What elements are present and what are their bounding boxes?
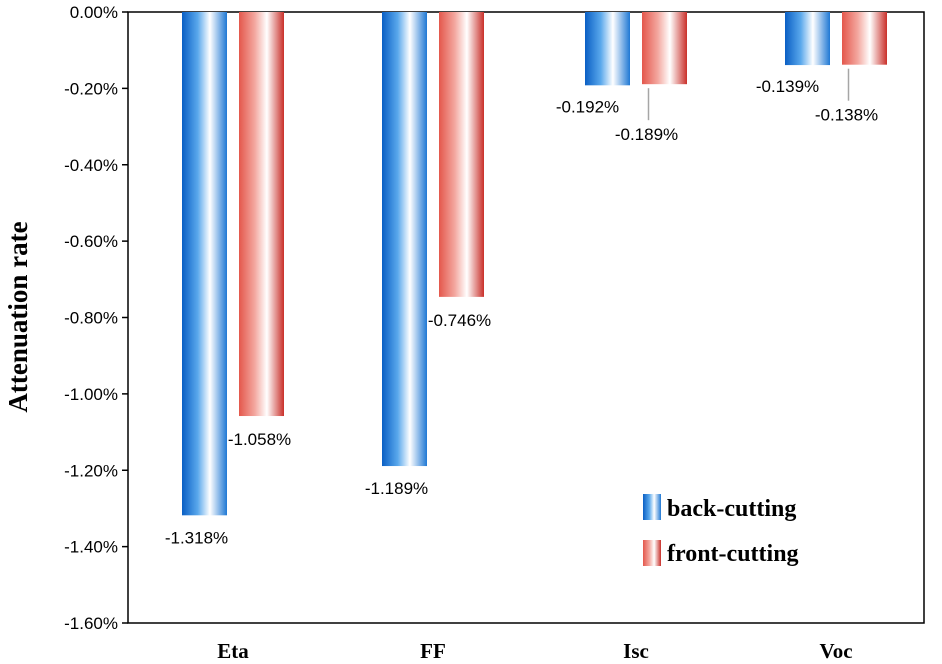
x-category-label: Isc — [623, 639, 649, 663]
data-label-back-cutting-isc: -0.192% — [556, 97, 619, 116]
y-tick-label: -0.60% — [64, 232, 118, 251]
bars — [182, 12, 887, 516]
y-axis-label: Attenuation rate — [3, 221, 33, 412]
data-label-front-cutting-voc: -0.138% — [815, 106, 878, 125]
legend: back-cutting front-cutting — [643, 494, 799, 567]
legend-label-back-cutting: back-cutting — [667, 496, 796, 522]
bar-back-cutting-ff — [382, 12, 427, 467]
bar-front-cutting-voc — [842, 12, 887, 65]
bar-front-cutting-eta — [239, 12, 284, 417]
x-category-label: Eta — [217, 639, 249, 663]
data-label-front-cutting-isc: -0.189% — [615, 125, 678, 144]
y-tick-label: -1.60% — [64, 614, 118, 633]
bar-front-cutting-ff — [439, 12, 484, 297]
legend-label-front-cutting: front-cutting — [667, 541, 799, 567]
y-axis-ticks: 0.00% -0.20% -0.40% -0.60% -0.80% -1.00% -1.20… — [64, 3, 128, 633]
y-tick-label: -0.40% — [64, 156, 118, 175]
y-tick-label: -1.20% — [64, 461, 118, 480]
x-axis-category-labels: Eta FF Isc Voc — [217, 639, 852, 663]
legend-swatch-front-cutting — [643, 540, 661, 566]
data-label-front-cutting-eta: -1.058% — [228, 430, 291, 449]
bar-back-cutting-eta — [182, 12, 227, 516]
y-tick-label: -1.00% — [64, 385, 118, 404]
bar-back-cutting-voc — [785, 12, 830, 66]
data-label-back-cutting-voc: -0.139% — [756, 77, 819, 96]
y-tick-label: -0.80% — [64, 309, 118, 328]
legend-swatch-back-cutting — [643, 494, 661, 520]
y-tick-label: 0.00% — [70, 3, 118, 22]
y-tick-label: -1.40% — [64, 538, 118, 557]
bar-front-cutting-isc — [642, 12, 687, 85]
y-tick-label: -0.20% — [64, 79, 118, 98]
data-label-front-cutting-ff: -0.746% — [428, 311, 491, 330]
x-category-label: Voc — [819, 639, 852, 663]
data-label-back-cutting-eta: -1.318% — [165, 528, 228, 547]
bar-back-cutting-isc — [585, 12, 630, 86]
x-category-label: FF — [420, 639, 446, 663]
data-label-back-cutting-ff: -1.189% — [365, 479, 428, 498]
data-labels: -1.318% -1.058% -1.189% -0.746% -0.192% -0.18… — [165, 68, 878, 547]
